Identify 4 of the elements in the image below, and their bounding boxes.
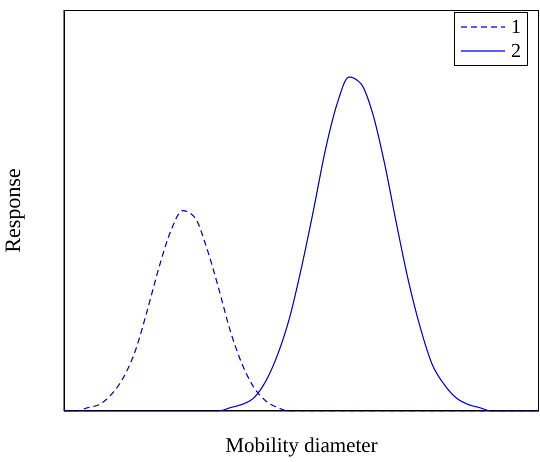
y-axis-title: Response: [0, 168, 25, 253]
x-axis-title: Mobility diameter: [225, 433, 378, 457]
legend-label: 1: [511, 15, 521, 39]
legend-label: 2: [511, 39, 521, 63]
